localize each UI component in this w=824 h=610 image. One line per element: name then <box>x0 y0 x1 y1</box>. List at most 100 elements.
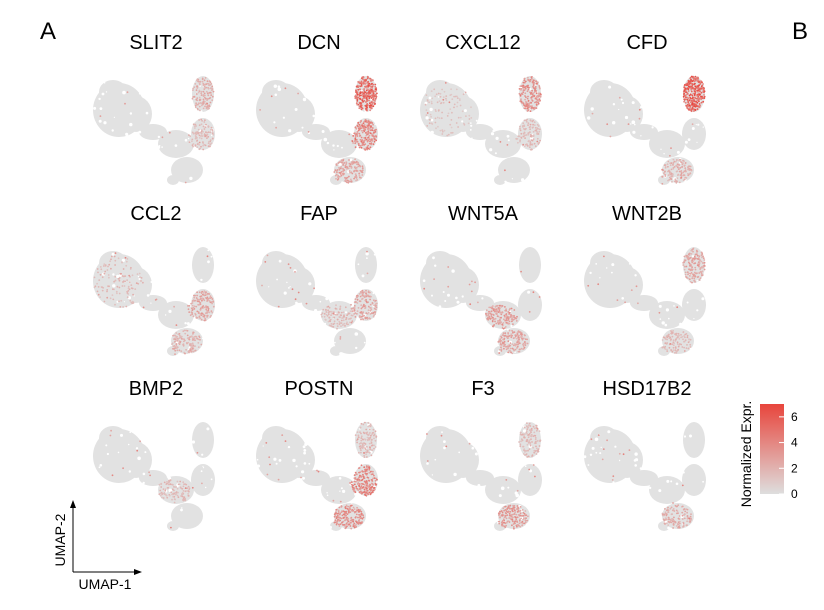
expression-point <box>514 334 517 336</box>
expression-point <box>265 442 268 444</box>
umap-plot <box>256 421 379 531</box>
expression-point <box>366 482 369 484</box>
expression-point <box>355 96 358 99</box>
gene-title: WNT5A <box>448 203 518 225</box>
expression-point <box>97 293 100 296</box>
expression-point <box>338 175 341 178</box>
umap-gap <box>133 295 135 297</box>
expression-point <box>364 480 366 483</box>
expression-point <box>344 507 347 510</box>
expression-point <box>672 502 674 504</box>
expression-point <box>675 350 678 352</box>
expression-point <box>114 303 116 306</box>
expression-point <box>103 272 106 275</box>
umap-gap <box>372 292 375 295</box>
expression-point <box>677 523 679 525</box>
expression-point <box>663 519 666 522</box>
expression-point <box>673 166 676 168</box>
expression-point <box>520 89 522 91</box>
expression-point <box>342 311 345 314</box>
expression-point <box>340 167 343 170</box>
expression-point <box>497 341 500 343</box>
expression-point <box>516 511 519 513</box>
expression-point <box>526 97 529 100</box>
expression-point <box>130 287 133 290</box>
expression-point <box>361 487 364 489</box>
expression-point <box>694 262 697 264</box>
expression-point <box>527 79 529 81</box>
expression-point <box>297 291 300 294</box>
expression-point <box>354 176 356 178</box>
expression-point <box>526 103 529 106</box>
expression-point <box>587 284 590 287</box>
umap-gap <box>594 437 599 442</box>
umap-gap <box>634 123 636 126</box>
expression-point <box>688 252 691 255</box>
expression-point <box>503 347 505 350</box>
expression-point <box>518 92 521 95</box>
expression-point <box>372 83 375 86</box>
expression-point <box>336 178 339 181</box>
expression-point <box>317 470 320 473</box>
umap-gap <box>587 116 591 120</box>
expression-point <box>342 523 344 526</box>
expression-point <box>537 101 539 104</box>
expression-point <box>528 86 530 89</box>
expression-point <box>277 305 280 308</box>
expression-point <box>351 314 354 317</box>
expression-point <box>322 308 325 311</box>
expression-point <box>678 338 681 340</box>
expression-point <box>523 334 526 336</box>
expression-point <box>177 342 180 345</box>
expression-point <box>211 298 214 300</box>
expression-point <box>358 135 361 137</box>
expression-point <box>367 144 370 147</box>
umap-gap <box>189 176 193 181</box>
expression-point <box>356 103 359 106</box>
expression-point <box>359 97 361 100</box>
umap-gap <box>511 178 513 180</box>
expression-point <box>355 128 358 130</box>
expression-point <box>689 257 691 259</box>
expression-point <box>114 275 117 278</box>
expression-point <box>192 87 194 90</box>
umap-cell-cluster <box>99 251 127 275</box>
expression-point <box>535 445 537 448</box>
umap-gap <box>660 148 662 150</box>
expression-point <box>470 106 472 109</box>
expression-point <box>338 167 340 169</box>
expression-point <box>360 177 362 179</box>
umap-gap <box>453 472 457 477</box>
expression-point <box>527 105 530 107</box>
expression-point <box>686 517 689 520</box>
expression-point <box>492 313 495 316</box>
expression-point <box>334 515 337 517</box>
expression-point <box>684 176 687 179</box>
expression-point <box>430 102 433 105</box>
expression-point <box>528 139 530 142</box>
umap-cell-cluster <box>630 470 658 486</box>
expression-point <box>362 475 365 478</box>
expression-point <box>328 306 331 309</box>
expression-point <box>504 334 507 337</box>
umap-cell-cluster <box>683 422 705 458</box>
expression-point <box>492 324 495 327</box>
expression-point <box>664 173 666 176</box>
expression-point <box>637 302 639 305</box>
expression-point <box>192 143 195 145</box>
expression-point <box>522 514 525 517</box>
expression-point <box>335 177 337 180</box>
expression-point <box>688 268 691 271</box>
umap-gap <box>103 81 106 84</box>
expression-point <box>488 315 491 318</box>
expression-point <box>538 445 541 447</box>
umap-cell-cluster <box>192 422 214 458</box>
expression-point <box>201 290 204 293</box>
expression-point <box>206 137 208 139</box>
expression-point <box>681 346 684 348</box>
expression-point <box>367 139 369 142</box>
expression-point <box>701 266 704 268</box>
expression-point <box>685 256 688 258</box>
expression-point <box>360 108 363 111</box>
expression-point <box>205 310 208 312</box>
